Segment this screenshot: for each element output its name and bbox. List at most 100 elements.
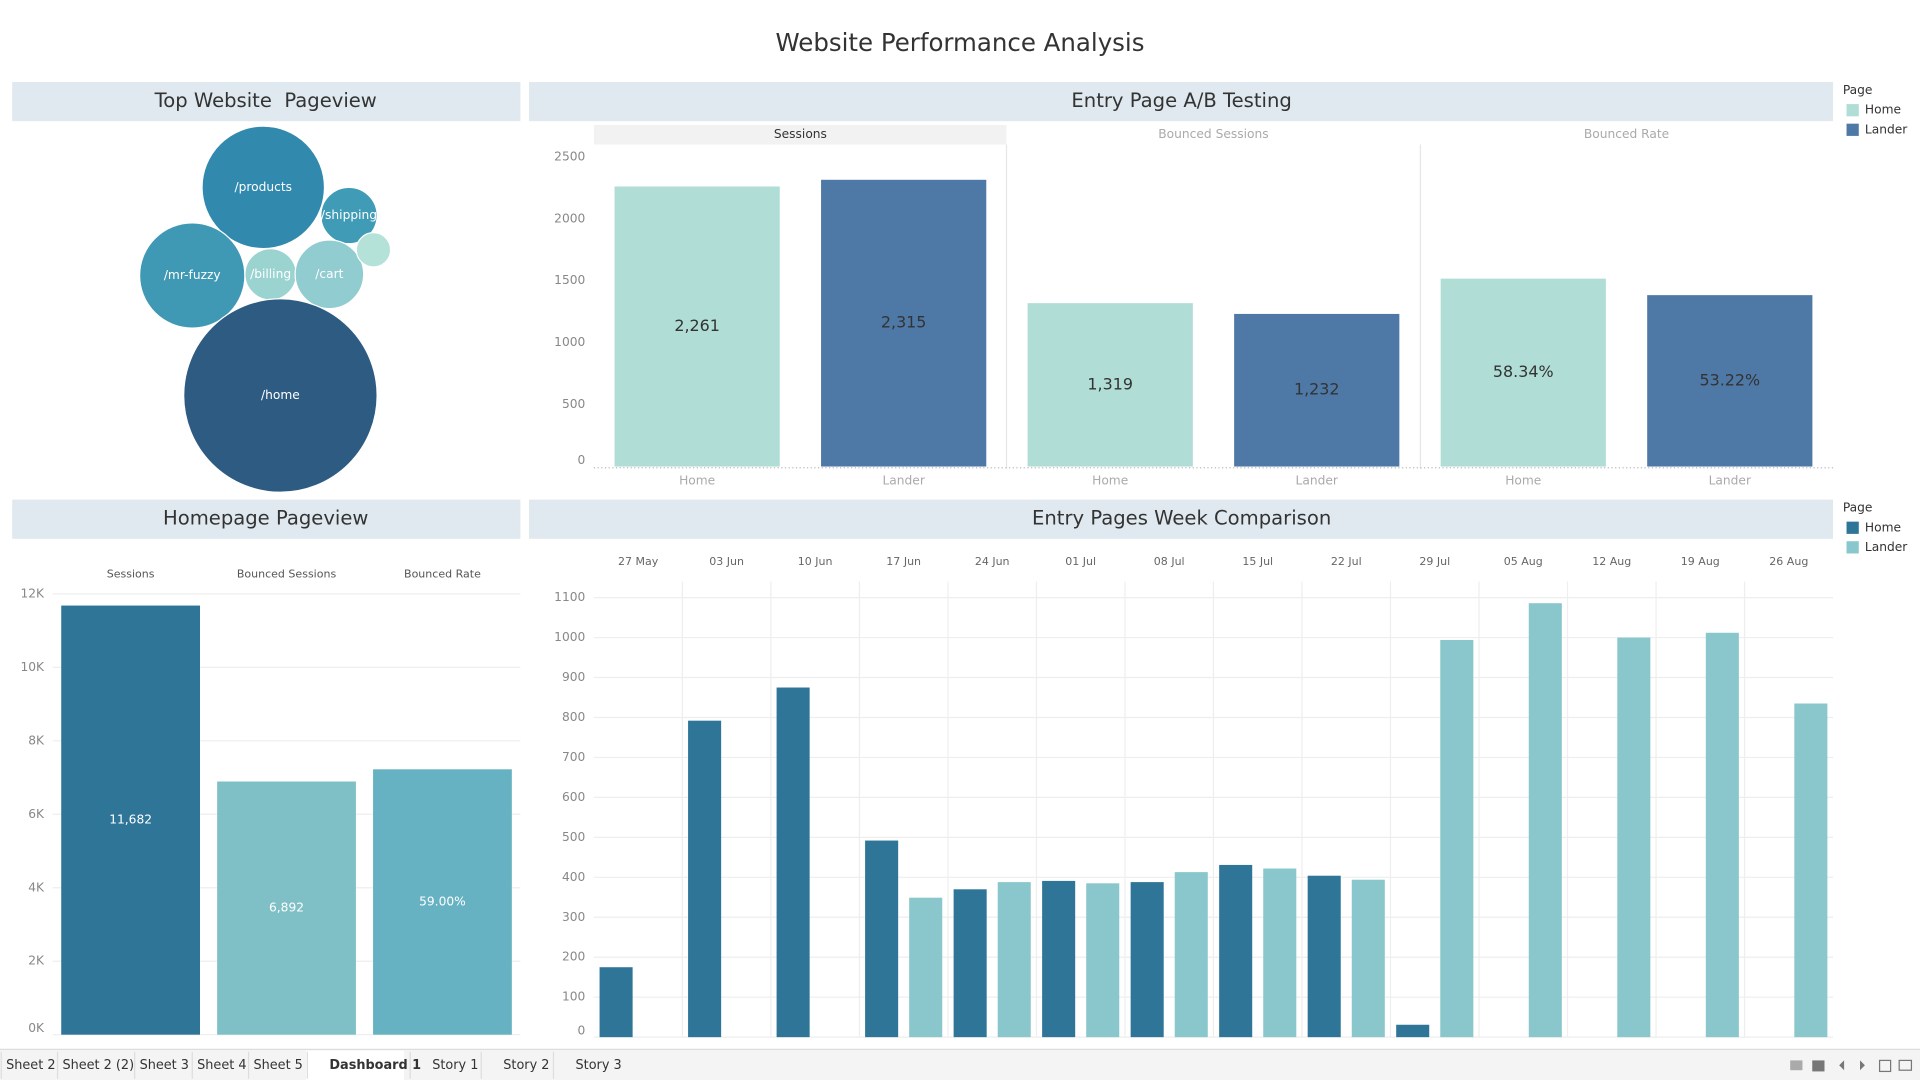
value-label: 2,315: [881, 313, 927, 332]
icon[interactable]: [1790, 1060, 1803, 1071]
dashboard-title: Website Performance Analysis: [776, 28, 1145, 57]
column-header: Sessions: [107, 567, 155, 580]
y-tick-label: 1000: [554, 630, 585, 644]
x-tick-label: 27 May: [618, 555, 659, 568]
panel-header: [528, 499, 1834, 539]
x-tick-label: 08 Jul: [1154, 555, 1185, 568]
legend-swatch: [1846, 541, 1859, 554]
legend-label: Lander: [1865, 540, 1908, 554]
y-tick-label: 6K: [28, 807, 45, 821]
bar: [599, 967, 633, 1038]
tab[interactable]: Story 3: [576, 1058, 622, 1073]
bubble: [183, 298, 378, 493]
x-tick-label: Home: [1092, 474, 1128, 488]
x-tick-label: Lander: [1296, 474, 1339, 488]
bar: [1705, 632, 1739, 1038]
legend-label: Home: [1865, 103, 1901, 117]
y-tick-label: 700: [562, 750, 585, 764]
x-tick-label: 29 Jul: [1419, 555, 1450, 568]
x-tick-label: 19 Aug: [1681, 555, 1720, 568]
bubble-label: /shipping: [321, 208, 377, 222]
x-tick-label: 22 Jul: [1331, 555, 1362, 568]
icon[interactable]: [1839, 1060, 1845, 1071]
chart-title: Top Website Pageview: [154, 89, 377, 112]
icon[interactable]: [1812, 1060, 1825, 1072]
bar: [1130, 882, 1164, 1038]
bar: [1307, 875, 1341, 1038]
bubble: [320, 186, 378, 245]
column-header: Bounced Sessions: [237, 567, 337, 580]
value-label: 2,261: [674, 316, 720, 335]
tab-active-bg: [306, 1050, 405, 1080]
y-tick-label: 900: [562, 670, 585, 684]
x-tick-label: 10 Jun: [798, 555, 833, 568]
bubble-label: /mr-fuzzy: [164, 268, 221, 282]
bar: [1617, 637, 1651, 1038]
panel-header: [528, 82, 1834, 122]
value-label: 53.22%: [1699, 370, 1760, 389]
facet-header: Bounced Rate: [1584, 127, 1669, 141]
bar: [1528, 603, 1562, 1038]
chart-title: Entry Page A/B Testing: [1071, 89, 1291, 112]
bar: [1263, 868, 1297, 1038]
x-tick-label: 26 Aug: [1769, 555, 1808, 568]
chart-title: Entry Pages Week Comparison: [1032, 507, 1331, 530]
icon[interactable]: [1860, 1060, 1865, 1071]
x-tick-label: Home: [1505, 474, 1541, 488]
bar: [1174, 872, 1208, 1038]
column-header: Bounced Rate: [404, 567, 481, 580]
icon[interactable]: [1898, 1059, 1913, 1071]
legend-swatch: [1846, 521, 1859, 534]
value-label: 6,892: [269, 901, 304, 915]
tab[interactable]: Sheet 2: [6, 1058, 55, 1073]
x-tick-label: Lander: [1709, 474, 1752, 488]
x-tick-label: Lander: [882, 474, 925, 488]
bubble-label: /billing: [250, 267, 291, 281]
bar: [688, 720, 722, 1038]
x-tick-label: Home: [679, 474, 715, 488]
bar: [953, 889, 987, 1038]
x-tick-label: 01 Jul: [1065, 555, 1096, 568]
value-label: 1,232: [1294, 380, 1340, 399]
chart-title: Homepage Pageview: [163, 507, 368, 530]
y-tick-label: 0: [578, 453, 586, 467]
icon[interactable]: [1878, 1059, 1892, 1073]
y-tick-label: 600: [562, 790, 585, 804]
y-tick-label: 200: [562, 950, 585, 964]
x-tick-label: 15 Jul: [1242, 555, 1273, 568]
value-label: 58.34%: [1493, 362, 1554, 381]
bar: [1086, 883, 1120, 1038]
bar: [776, 687, 810, 1038]
facet-header: Sessions: [774, 127, 827, 141]
x-tick-label: 05 Aug: [1504, 555, 1543, 568]
tab[interactable]: Sheet 2 (2): [62, 1058, 134, 1073]
x-tick-label: 17 Jun: [886, 555, 921, 568]
y-tick-label: 8K: [28, 733, 45, 747]
y-tick-label: 12K: [20, 586, 45, 600]
bar: [614, 186, 780, 467]
tab[interactable]: Sheet 4: [197, 1058, 246, 1073]
legend-label: Lander: [1865, 122, 1908, 136]
tab[interactable]: Sheet 5: [253, 1058, 302, 1073]
tab[interactable]: Story 1: [432, 1058, 478, 1073]
bar: [61, 605, 200, 1035]
bar: [1647, 295, 1813, 467]
legend-label: Home: [1865, 520, 1901, 534]
y-tick-label: 1100: [554, 590, 585, 604]
bar: [821, 179, 987, 467]
y-tick-label: 500: [562, 397, 585, 411]
bar: [1027, 303, 1193, 467]
y-tick-label: 500: [562, 830, 585, 844]
tab[interactable]: Story 2: [503, 1058, 549, 1073]
bubble-label: /cart: [315, 267, 343, 281]
y-tick-label: 800: [562, 710, 585, 724]
bar: [997, 882, 1031, 1038]
legend-swatch: [1846, 123, 1859, 136]
tab[interactable]: Sheet 3: [140, 1058, 189, 1073]
legend-swatch: [1846, 104, 1859, 117]
bar: [1234, 313, 1400, 467]
panel-header: [12, 499, 521, 539]
y-tick-label: 4K: [28, 880, 45, 894]
tab[interactable]: Dashboard 1: [329, 1058, 421, 1073]
facet-header: Bounced Sessions: [1158, 127, 1268, 141]
